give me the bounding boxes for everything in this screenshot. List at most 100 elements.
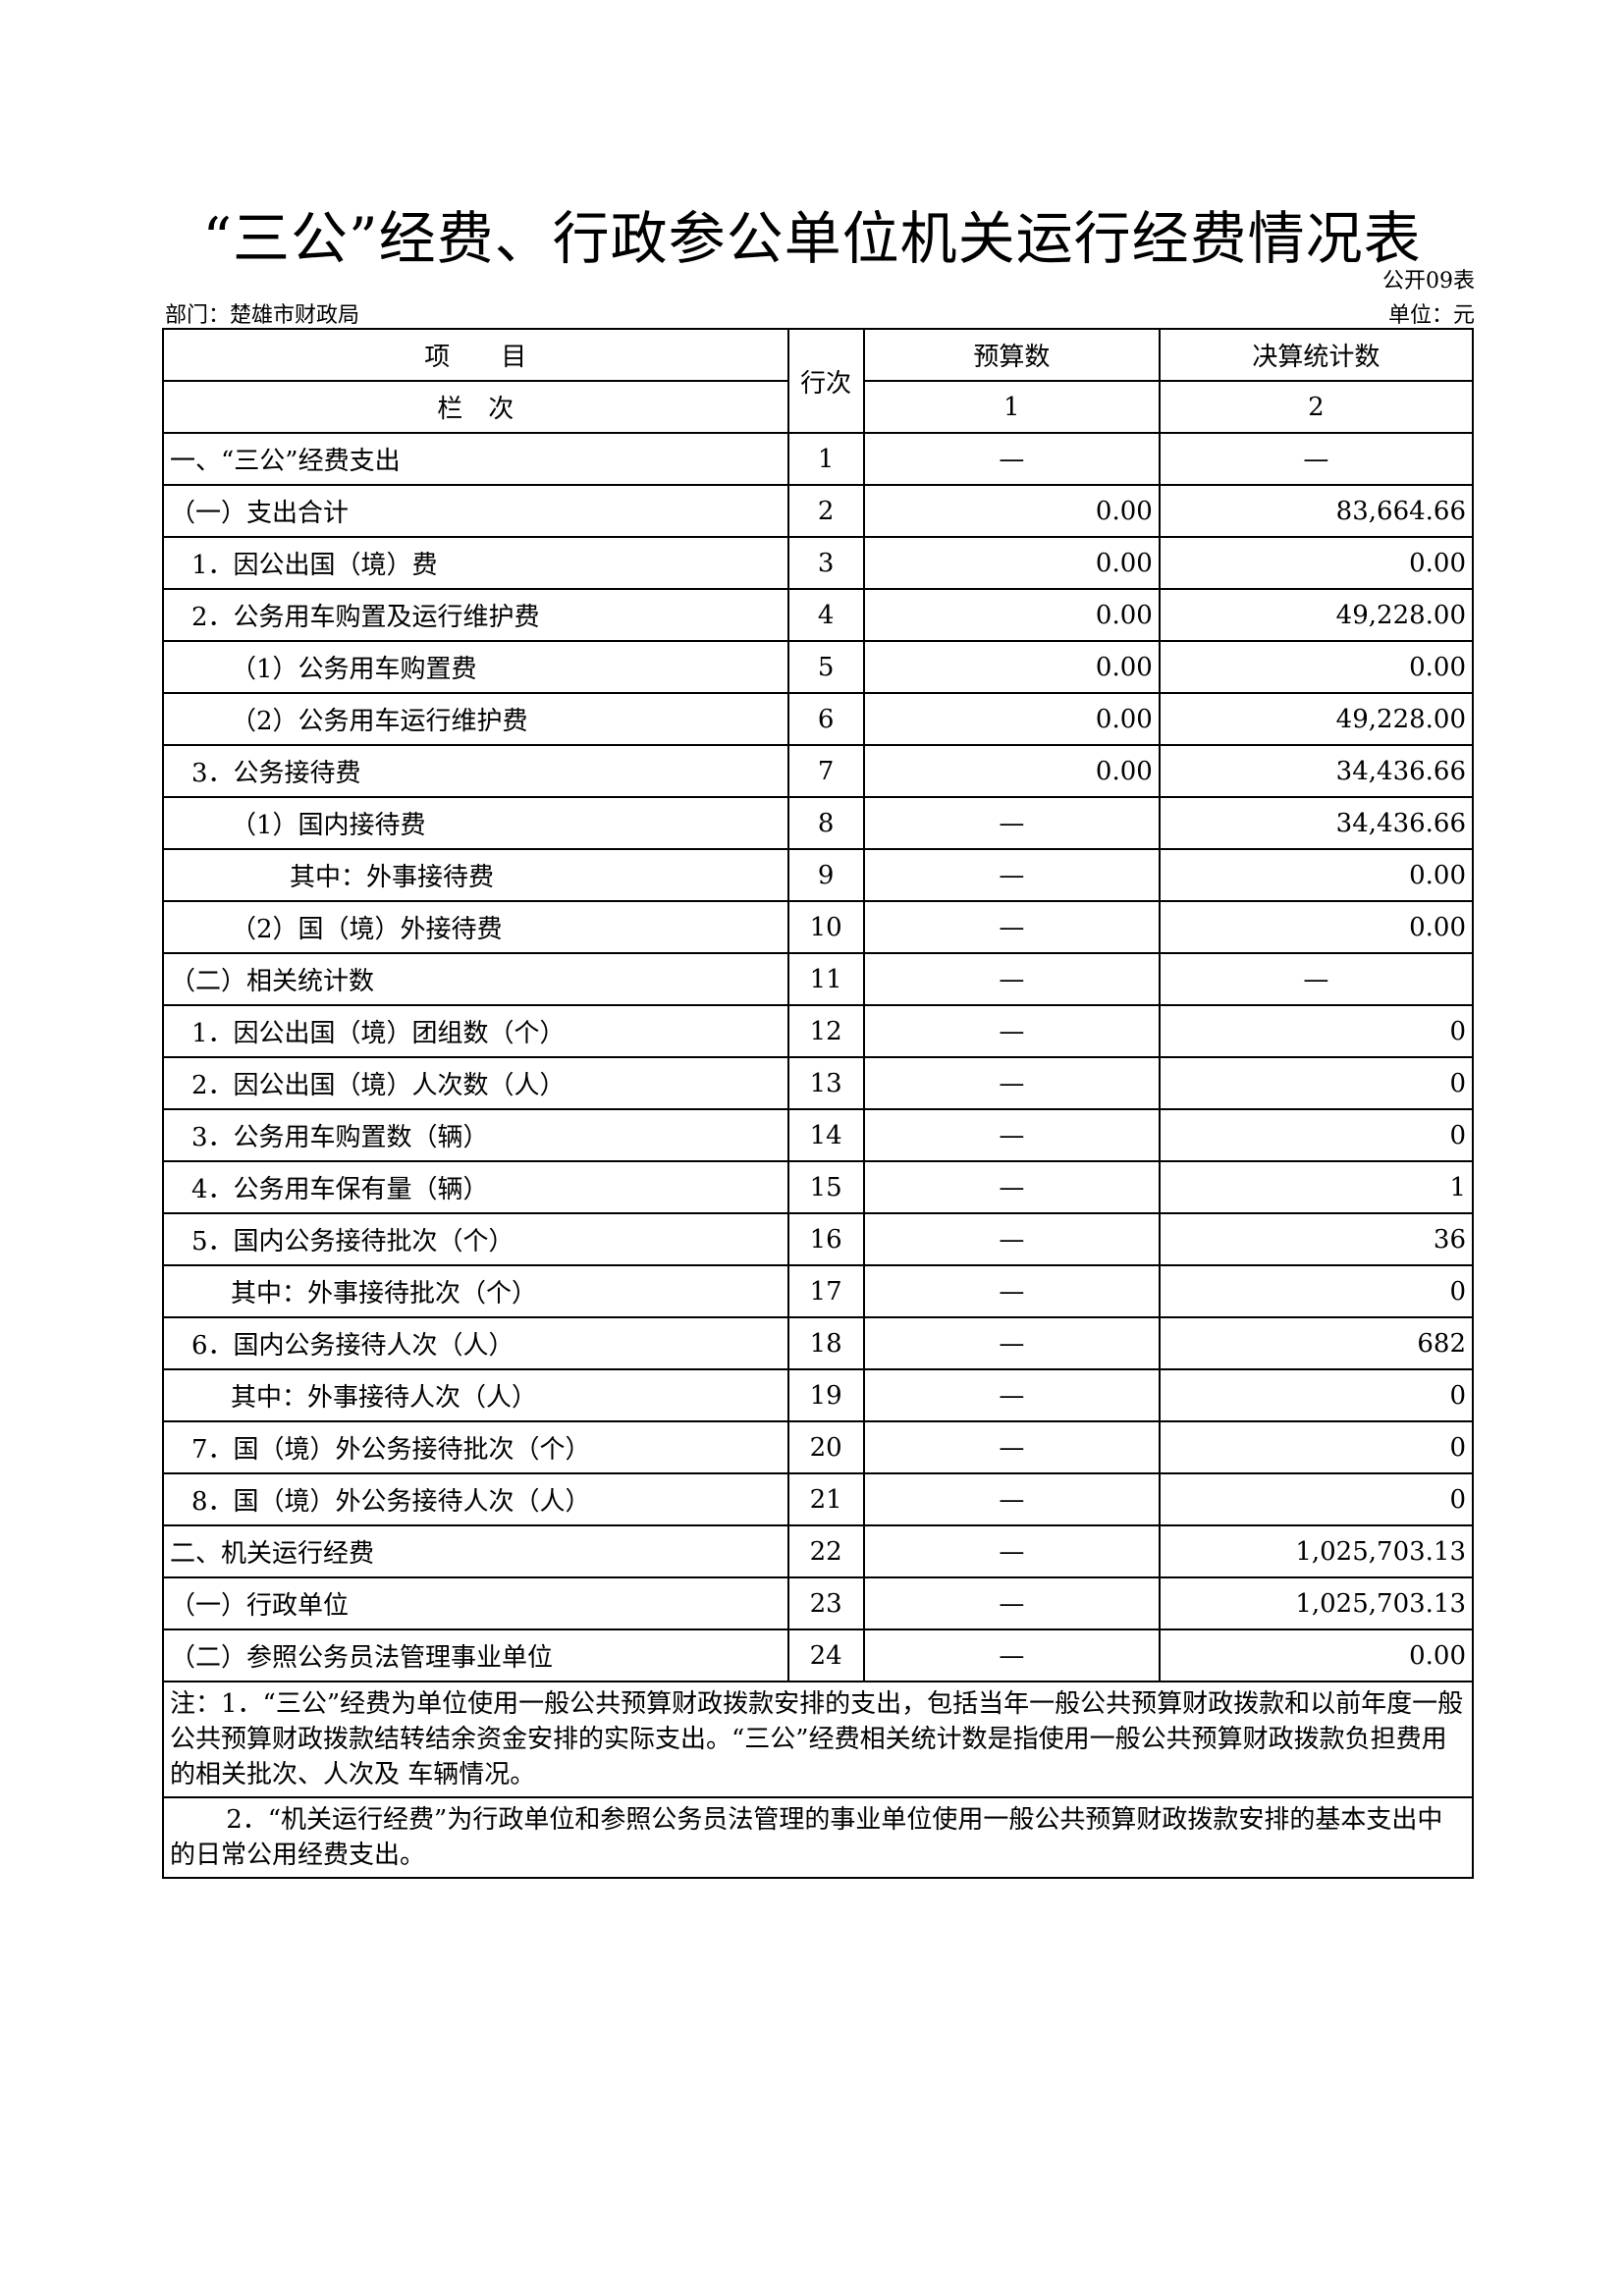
row-item: 7．国（境）外公务接待批次（个） (162, 1420, 789, 1474)
row-number: 19 (786, 1368, 865, 1422)
row-number: 15 (786, 1160, 865, 1214)
row-number: 13 (786, 1056, 865, 1110)
row-final: 0 (1158, 1108, 1475, 1162)
row-budget: — (862, 432, 1161, 486)
row-budget: — (862, 900, 1161, 954)
table-row: 一、“三公”经费支出 1— — (162, 432, 1475, 486)
row-item: （二）相关统计数 (162, 952, 789, 1006)
table-row: 7．国（境）外公务接待批次（个） 20—0 (162, 1420, 1475, 1474)
row-number: 11 (786, 952, 865, 1006)
column-1: 1 (862, 380, 1161, 434)
row-number: 22 (786, 1524, 865, 1578)
row-number: 3 (786, 536, 865, 590)
row-budget: — (862, 1472, 1161, 1526)
column-2: 2 (1158, 380, 1475, 434)
row-budget: — (862, 1576, 1161, 1630)
row-budget: 0.00 (862, 536, 1161, 590)
row-budget: 0.00 (862, 640, 1161, 694)
table-row: 3．公务接待费 7 0.00 34,436.66 (162, 744, 1475, 798)
row-number: 14 (786, 1108, 865, 1162)
row-budget: — (862, 1056, 1161, 1110)
row-budget: — (862, 796, 1161, 850)
table-row: （2）国（境）外接待费 10—0.00 (162, 900, 1475, 954)
row-budget: 0.00 (862, 692, 1161, 746)
row-final: 49,228.00 (1158, 588, 1475, 642)
table-row: （1）国内接待费 8—34,436.66 (162, 796, 1475, 850)
table-row: （1）公务用车购置费 5 0.00 0.00 (162, 640, 1475, 694)
table-row: （二）相关统计数 11— — (162, 952, 1475, 1006)
row-item: 2．因公出国（境）人次数（人） (162, 1056, 789, 1110)
row-number: 20 (786, 1420, 865, 1474)
row-item: 8．国（境）外公务接待人次（人） (162, 1472, 789, 1526)
row-budget: 0.00 (862, 588, 1161, 642)
row-item: 3．公务接待费 (162, 744, 789, 798)
row-number: 18 (786, 1316, 865, 1370)
table-row: 5．国内公务接待批次（个） 16—36 (162, 1212, 1475, 1266)
table-row: 其中：外事接待人次（人） 19—0 (162, 1368, 1475, 1422)
header-budget: 预算数 (862, 328, 1161, 382)
row-budget: — (862, 1368, 1161, 1422)
row-budget: — (862, 1108, 1161, 1162)
table-row: 1．因公出国（境）团组数（个） 12—0 (162, 1004, 1475, 1058)
row-final: 0.00 (1158, 640, 1475, 694)
row-number: 1 (786, 432, 865, 486)
row-number: 21 (786, 1472, 865, 1526)
row-final: 83,664.66 (1158, 484, 1475, 538)
row-final: 0 (1158, 1056, 1475, 1110)
row-item: 其中：外事接待费 (162, 848, 789, 902)
row-item: 6．国内公务接待人次（人） (162, 1316, 789, 1370)
table-row: 2．公务用车购置及运行维护费 4 0.00 49,228.00 (162, 588, 1475, 642)
row-final: 0.00 (1158, 848, 1475, 902)
row-item: 其中：外事接待批次（个） (162, 1264, 789, 1318)
row-budget: — (862, 1316, 1161, 1370)
note-text: 2．“机关运行经费”为行政单位和参照公务员法管理的事业单位使用一般公共预算财政拨… (162, 1796, 1474, 1879)
row-final: — (1158, 432, 1475, 486)
note-row: 2．“机关运行经费”为行政单位和参照公务员法管理的事业单位使用一般公共预算财政拨… (162, 1796, 1474, 1879)
header-row: 项 目 行次 预算数 决算统计数 (162, 328, 1475, 434)
table-row: 6．国内公务接待人次（人） 18—682 (162, 1316, 1475, 1370)
page-title: “三公”经费、行政参公单位机关运行经费情况表 (202, 205, 1422, 272)
table-row: 4．公务用车保有量（辆） 15—1 (162, 1160, 1475, 1214)
row-item: 1．因公出国（境）团组数（个） (162, 1004, 789, 1058)
row-budget: — (862, 1212, 1161, 1266)
row-item: 二、机关运行经费 (162, 1524, 789, 1578)
row-number: 7 (786, 744, 865, 798)
row-number: 6 (786, 692, 865, 746)
row-number: 12 (786, 1004, 865, 1058)
row-final: 0.00 (1158, 536, 1475, 590)
row-budget: — (862, 848, 1161, 902)
row-number: 5 (786, 640, 865, 694)
table-row: 3．公务用车购置数（辆） 14—0 (162, 1108, 1475, 1162)
row-item: 4．公务用车保有量（辆） (162, 1160, 789, 1214)
row-final: 34,436.66 (1158, 796, 1475, 850)
table-row: 1．因公出国（境）费 3 0.00 0.00 (162, 536, 1475, 590)
column-label: 栏 次 (162, 380, 789, 434)
row-item: （一）支出合计 (162, 484, 789, 538)
row-final: 0 (1158, 1420, 1475, 1474)
row-item: （1）公务用车购置费 (162, 640, 789, 694)
row-item: 3．公务用车购置数（辆） (162, 1108, 789, 1162)
table-row: （二）参照公务员法管理事业单位 24—0.00 (162, 1629, 1475, 1682)
row-final: — (1158, 952, 1475, 1006)
header-final: 决算统计数 (1158, 328, 1475, 382)
row-budget: — (862, 1264, 1161, 1318)
row-number: 4 (786, 588, 865, 642)
row-item: 一、“三公”经费支出 (162, 432, 789, 486)
row-budget: — (862, 1524, 1161, 1578)
row-number: 16 (786, 1212, 865, 1266)
row-final: 34,436.66 (1158, 744, 1475, 798)
row-item: （2）国（境）外接待费 (162, 900, 789, 954)
row-number: 9 (786, 848, 865, 902)
column-number-row: 栏 次 1 2 (162, 380, 1475, 434)
row-number: 10 (786, 900, 865, 954)
expense-table: 项 目 行次 预算数 决算统计数 栏 次 1 2 一、“三公”经费支出 1— — （一… (162, 328, 1475, 1879)
row-final: 36 (1158, 1212, 1475, 1266)
row-budget: — (862, 1004, 1161, 1058)
table-row: 2．因公出国（境）人次数（人） 13—0 (162, 1056, 1475, 1110)
row-budget: 0.00 (862, 484, 1161, 538)
row-final: 682 (1158, 1316, 1475, 1370)
table-row: 其中：外事接待批次（个） 17—0 (162, 1264, 1475, 1318)
row-final: 0 (1158, 1472, 1475, 1526)
row-item: 1．因公出国（境）费 (162, 536, 789, 590)
row-number: 17 (786, 1264, 865, 1318)
